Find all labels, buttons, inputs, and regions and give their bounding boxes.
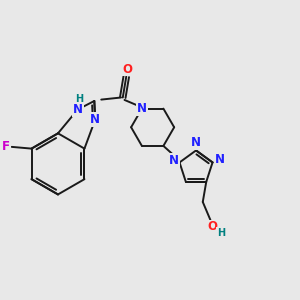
Text: F: F [2, 140, 10, 153]
Text: H: H [217, 228, 225, 238]
Text: O: O [207, 220, 217, 233]
Text: N: N [73, 103, 83, 116]
Text: N: N [137, 102, 147, 115]
Text: N: N [169, 154, 179, 167]
Text: N: N [191, 136, 201, 149]
Text: O: O [122, 62, 132, 76]
Text: N: N [215, 153, 225, 166]
Text: N: N [90, 113, 100, 126]
Text: H: H [75, 94, 84, 104]
